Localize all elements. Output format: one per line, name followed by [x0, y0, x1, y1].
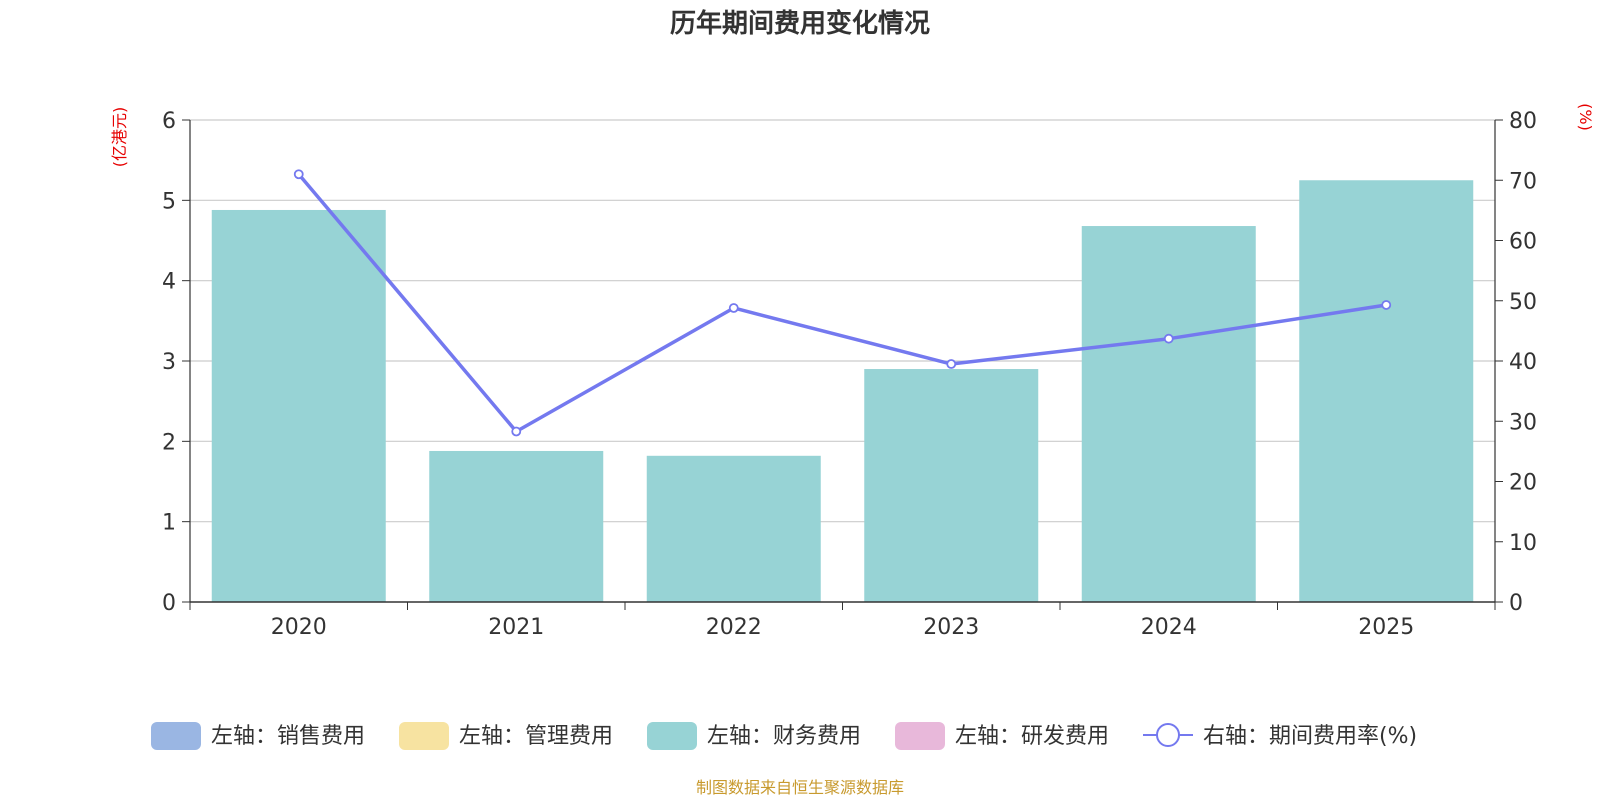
legend-swatch-2	[647, 722, 697, 750]
bar-2020	[211, 209, 386, 602]
left-axis-unit: (亿港元)	[110, 107, 129, 168]
x-tick-label: 2020	[271, 615, 327, 640]
right-tick-label: 70	[1509, 169, 1537, 194]
right-tick-label: 50	[1509, 290, 1537, 315]
grid-lines	[190, 119, 1495, 523]
rate-point-2025	[1381, 300, 1392, 310]
bar-2025	[1299, 180, 1474, 602]
legend-swatch-1	[399, 722, 449, 750]
left-tick-label: 3	[162, 350, 176, 375]
bar-2023	[864, 369, 1039, 602]
legend-label-0: 左轴：销售费用	[211, 724, 365, 749]
legend-swatch-0	[151, 722, 201, 750]
rate-point-2024	[1163, 333, 1174, 344]
right-tick-label: 30	[1509, 410, 1537, 435]
legend-label-3: 左轴：研发费用	[955, 724, 1109, 749]
bar-2022	[646, 455, 821, 602]
legend-label-2: 左轴：财务费用	[707, 724, 861, 749]
left-tick-label: 4	[162, 270, 176, 295]
legend-label-4: 右轴：期间费用率(%)	[1203, 724, 1417, 749]
right-tick-label: 0	[1509, 591, 1523, 616]
bars	[211, 180, 1474, 603]
right-tick-label: 60	[1509, 230, 1537, 255]
right-tick-label: 20	[1509, 471, 1537, 496]
rate-point-2021	[511, 426, 522, 437]
source-note: 制图数据来自恒生聚源数据库	[696, 778, 904, 797]
x-tick-label: 2023	[923, 615, 979, 640]
left-tick-label: 1	[162, 511, 176, 536]
chart-title: 历年期间费用变化情况	[670, 8, 930, 39]
legend-marker-circle	[1156, 723, 1180, 747]
rate-point-2020	[293, 169, 304, 180]
right-tick-label: 80	[1509, 109, 1537, 134]
x-tick-label: 2025	[1358, 615, 1414, 640]
rate-line-path	[297, 173, 1387, 434]
x-tick-label: 2022	[706, 615, 762, 640]
legend-label-1: 左轴：管理费用	[459, 724, 613, 749]
x-tick-label: 2024	[1141, 615, 1197, 640]
right-tick-label: 40	[1509, 350, 1537, 375]
bar-2024	[1081, 226, 1256, 603]
left-tick-label: 0	[162, 591, 176, 616]
bar-2021	[429, 450, 604, 602]
rate-point-2023	[946, 359, 957, 369]
left-tick-label: 6	[162, 109, 176, 134]
right-tick-label: 10	[1509, 531, 1537, 556]
legend: 左轴：销售费用 左轴：管理费用 左轴：财务费用 左轴：研发费用 右轴：期间费用率(%)	[151, 722, 1417, 750]
right-axis-unit: (%)	[1576, 103, 1595, 131]
legend-swatch-3	[895, 722, 945, 750]
x-tick-label: 2021	[488, 615, 544, 640]
left-tick-label: 5	[162, 189, 176, 214]
left-tick-label: 2	[162, 430, 176, 455]
rate-point-2022	[728, 303, 739, 313]
rate-line	[293, 169, 1392, 437]
